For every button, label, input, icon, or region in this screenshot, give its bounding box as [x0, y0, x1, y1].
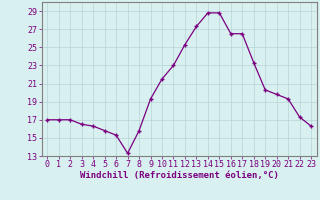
X-axis label: Windchill (Refroidissement éolien,°C): Windchill (Refroidissement éolien,°C): [80, 171, 279, 180]
